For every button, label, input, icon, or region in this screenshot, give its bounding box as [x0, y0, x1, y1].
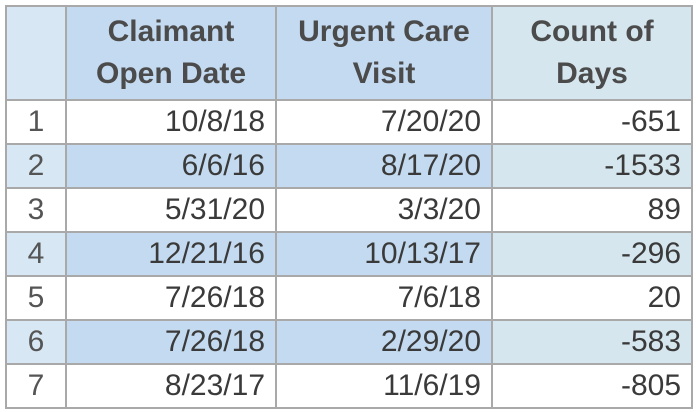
table-body: 1 10/8/18 7/20/20 -651 2 6/6/16 8/17/20 …: [5, 99, 693, 409]
visit-date-cell[interactable]: 8/17/20: [275, 143, 493, 189]
open-date-cell[interactable]: 6/6/16: [65, 143, 277, 189]
open-date-cell[interactable]: 10/8/18: [65, 99, 277, 145]
visit-date-cell[interactable]: 7/20/20: [275, 99, 493, 145]
table-header: Claimant Open Date Urgent Care Visit Cou…: [5, 5, 693, 101]
table-row: 1 10/8/18 7/20/20 -651: [5, 99, 693, 145]
visit-date-cell[interactable]: 10/13/17: [275, 231, 493, 277]
table-row: 6 7/26/18 2/29/20 -583: [5, 319, 693, 365]
spreadsheet-table-container: Claimant Open Date Urgent Care Visit Cou…: [5, 5, 693, 409]
row-index-cell[interactable]: 7: [5, 363, 67, 409]
header-row: Claimant Open Date Urgent Care Visit Cou…: [5, 5, 693, 101]
row-index-cell[interactable]: 2: [5, 143, 67, 189]
row-index-cell[interactable]: 5: [5, 275, 67, 321]
header-line: Days: [556, 57, 628, 90]
visit-date-cell[interactable]: 11/6/19: [275, 363, 493, 409]
header-urgent-care-visit[interactable]: Urgent Care Visit: [275, 5, 493, 101]
header-line: Visit: [352, 57, 416, 90]
header-line: Open Date: [95, 57, 247, 90]
header-line: Claimant: [107, 15, 235, 48]
day-count-cell[interactable]: 20: [491, 275, 693, 321]
open-date-cell[interactable]: 8/23/17: [65, 363, 277, 409]
table-row: 2 6/6/16 8/17/20 -1533: [5, 143, 693, 189]
visit-date-cell[interactable]: 3/3/20: [275, 187, 493, 233]
row-index-cell[interactable]: 1: [5, 99, 67, 145]
header-claimant-open-date[interactable]: Claimant Open Date: [65, 5, 277, 101]
table-row: 7 8/23/17 11/6/19 -805: [5, 363, 693, 409]
day-count-cell[interactable]: -296: [491, 231, 693, 277]
claims-table: Claimant Open Date Urgent Care Visit Cou…: [5, 5, 693, 409]
header-count-of-days[interactable]: Count of Days: [491, 5, 693, 101]
day-count-cell[interactable]: -1533: [491, 143, 693, 189]
visit-date-cell[interactable]: 7/6/18: [275, 275, 493, 321]
open-date-cell[interactable]: 7/26/18: [65, 319, 277, 365]
row-index-cell[interactable]: 3: [5, 187, 67, 233]
day-count-cell[interactable]: 89: [491, 187, 693, 233]
open-date-cell[interactable]: 12/21/16: [65, 231, 277, 277]
header-index-cell[interactable]: [5, 5, 67, 101]
day-count-cell[interactable]: -651: [491, 99, 693, 145]
table-row: 4 12/21/16 10/13/17 -296: [5, 231, 693, 277]
table-row: 3 5/31/20 3/3/20 89: [5, 187, 693, 233]
open-date-cell[interactable]: 5/31/20: [65, 187, 277, 233]
open-date-cell[interactable]: 7/26/18: [65, 275, 277, 321]
day-count-cell[interactable]: -805: [491, 363, 693, 409]
table-row: 5 7/26/18 7/6/18 20: [5, 275, 693, 321]
day-count-cell[interactable]: -583: [491, 319, 693, 365]
visit-date-cell[interactable]: 2/29/20: [275, 319, 493, 365]
header-line: Count of: [530, 15, 654, 48]
row-index-cell[interactable]: 6: [5, 319, 67, 365]
header-line: Urgent Care: [298, 15, 470, 48]
row-index-cell[interactable]: 4: [5, 231, 67, 277]
